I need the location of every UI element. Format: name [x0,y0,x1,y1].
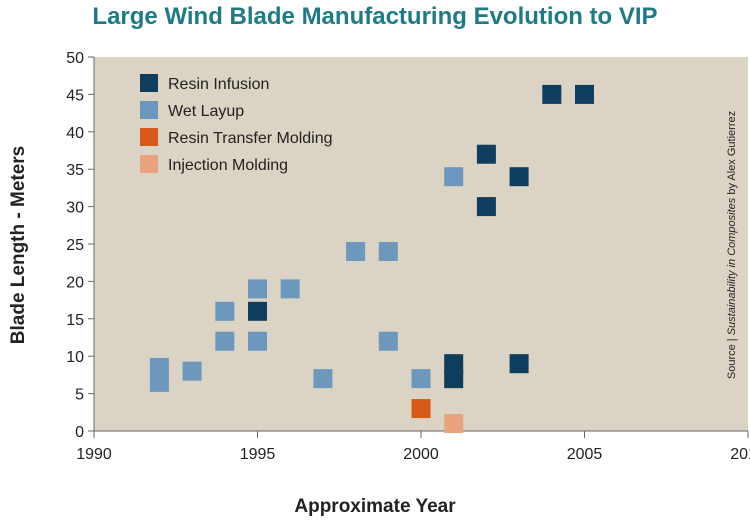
marker-wet-layup [248,279,267,299]
y-tick-label: 10 [66,349,84,366]
y-axis-ticks: 0 5 10 15 20 25 30 35 40 45 50 [66,50,94,441]
y-tick-label: 5 [75,387,84,404]
marker-wet-layup [378,331,398,351]
x-tick-label: 2010 [730,446,750,463]
marker-wet-layup [346,241,366,261]
y-tick-label: 25 [66,237,84,254]
y-tick-label: 0 [75,424,84,441]
y-tick-label: 50 [66,50,84,67]
marker-wet-layup [149,372,169,392]
marker-wet-layup [378,241,398,261]
legend-label-resin-infusion: Resin Infusion [168,76,269,93]
marker-wet-layup [444,167,464,187]
marker-wet-layup [313,369,333,389]
x-axis-label: Approximate Year [294,496,456,517]
source-suffix: by Alex Gutierrez [726,111,738,195]
marker-wet-layup [248,331,267,351]
marker-wet-layup [182,361,202,381]
legend: Resin Infusion Wet Layup Resin Transfer Mo… [140,74,333,174]
source-prefix: Source | [726,335,738,379]
marker-resin-infusion [444,354,464,374]
source-note: Source | Sustainability in Composites by… [726,111,738,379]
legend-label-resin-transfer-molding: Resin Transfer Molding [168,130,333,147]
marker-resin-infusion [476,197,496,217]
marker-resin-infusion [248,301,267,321]
x-axis-ticks: 1990 1995 2000 2005 2010 [76,431,750,463]
chart-title: Large Wind Blade Manufacturing Evolution… [92,3,657,30]
plot-area [94,57,748,431]
marker-resin-infusion [542,84,562,104]
x-tick-label: 2000 [403,446,439,463]
marker-wet-layup [149,357,169,377]
y-tick-label: 30 [66,200,84,217]
x-tick-label: 1990 [76,446,112,463]
y-tick-label: 15 [66,312,84,329]
marker-resin-infusion [476,144,496,164]
legend-swatch-resin-transfer-molding [140,128,158,146]
legend-label-wet-layup: Wet Layup [168,103,244,120]
y-tick-label: 45 [66,87,84,104]
marker-resin-transfer-molding [411,399,431,419]
marker-resin-infusion [509,167,529,187]
y-tick-label: 40 [66,125,84,142]
y-tick-label: 20 [66,274,84,291]
y-tick-label: 35 [66,162,84,179]
source-title: Sustainability in Composites [726,197,738,335]
legend-label-injection-molding: Injection Molding [168,157,288,174]
marker-injection-molding [444,414,464,434]
x-tick-label: 1995 [240,446,276,463]
marker-resin-infusion [444,369,464,389]
marker-wet-layup [215,331,235,351]
legend-swatch-wet-layup [140,101,158,119]
legend-swatch-resin-infusion [140,74,158,92]
marker-wet-layup [215,301,235,321]
marker-wet-layup [411,369,431,389]
data-markers [149,84,594,434]
x-tick-label: 2005 [567,446,603,463]
marker-resin-infusion [509,354,529,374]
y-axis-label: Blade Length - Meters [8,146,29,344]
legend-swatch-injection-molding [140,155,158,173]
marker-resin-infusion [575,84,594,104]
marker-wet-layup [280,279,300,299]
